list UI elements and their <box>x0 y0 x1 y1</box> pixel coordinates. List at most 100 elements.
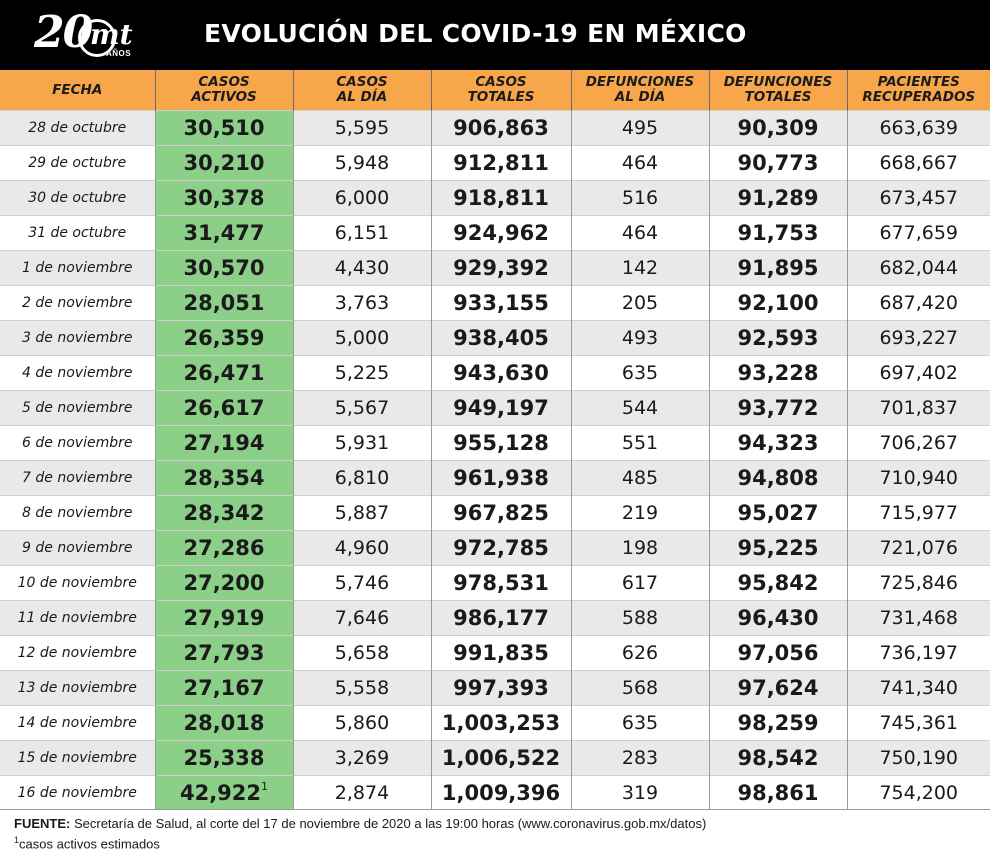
cell-fecha: 5 de noviembre <box>0 391 155 426</box>
cell-value: 5,746 <box>335 572 389 594</box>
cell-defunciones-al-dia: 205 <box>571 286 709 321</box>
cell-casos-activos: 27,919 <box>155 601 293 636</box>
cell-defunciones-totales: 97,624 <box>709 671 847 706</box>
cell-casos-al-dia: 5,558 <box>293 671 431 706</box>
cell-casos-totales: 943,630 <box>431 356 571 391</box>
column-header-line: AL DÍA <box>572 90 709 105</box>
cell-value: 30,570 <box>183 256 264 280</box>
cell-value: 30,378 <box>183 186 264 210</box>
cell-casos-al-dia: 6,000 <box>293 181 431 216</box>
cell-defunciones-al-dia: 568 <box>571 671 709 706</box>
logo-brand: mt <box>90 20 133 50</box>
cell-casos-al-dia: 3,763 <box>293 286 431 321</box>
cell-value: 31,477 <box>183 221 264 245</box>
cell-casos-totales: 955,128 <box>431 426 571 461</box>
cell-value: 4,960 <box>335 537 389 559</box>
cell-casos-totales: 961,938 <box>431 461 571 496</box>
cell-value: 635 <box>622 712 658 734</box>
cell-value: 90,773 <box>737 151 818 175</box>
cell-fecha: 14 de noviembre <box>0 706 155 741</box>
cell-defunciones-al-dia: 485 <box>571 461 709 496</box>
cell-casos-al-dia: 3,269 <box>293 741 431 776</box>
cell-pacientes-recuperados: 721,076 <box>847 531 990 566</box>
cell-value: 6 de noviembre <box>22 435 132 451</box>
cell-value: 31 de octubre <box>28 225 126 241</box>
cell-value: 92,100 <box>737 291 818 315</box>
cell-pacientes-recuperados: 673,457 <box>847 181 990 216</box>
cell-value: 1,006,522 <box>442 746 560 770</box>
cell-value: 682,044 <box>879 257 958 279</box>
cell-casos-activos: 30,570 <box>155 251 293 286</box>
cell-value: 464 <box>622 152 658 174</box>
cell-casos-al-dia: 4,430 <box>293 251 431 286</box>
cell-casos-totales: 1,006,522 <box>431 741 571 776</box>
cell-value: 28,051 <box>183 291 264 315</box>
column-header-line: RECUPERADOS <box>848 90 990 105</box>
cell-value: 5 de noviembre <box>22 400 132 416</box>
cell-casos-totales: 972,785 <box>431 531 571 566</box>
cell-value: 5,558 <box>335 677 389 699</box>
cell-value: 701,837 <box>879 397 958 419</box>
cell-value: 27,167 <box>183 676 264 700</box>
cell-value: 6,000 <box>335 187 389 209</box>
cell-fecha: 15 de noviembre <box>0 741 155 776</box>
cell-fecha: 16 de noviembre <box>0 776 155 811</box>
cell-casos-al-dia: 7,646 <box>293 601 431 636</box>
cell-casos-activos: 26,617 <box>155 391 293 426</box>
cell-value: 715,977 <box>879 502 958 524</box>
cell-value: 90,309 <box>737 116 818 140</box>
cell-value: 4,430 <box>335 257 389 279</box>
cell-value: 745,361 <box>879 712 958 734</box>
cell-value: 95,027 <box>737 501 818 525</box>
cell-value: 97,624 <box>737 676 818 700</box>
cell-defunciones-totales: 93,228 <box>709 356 847 391</box>
cell-casos-al-dia: 4,960 <box>293 531 431 566</box>
cell-casos-activos: 27,167 <box>155 671 293 706</box>
cell-value: 706,267 <box>879 432 958 454</box>
cell-fecha: 6 de noviembre <box>0 426 155 461</box>
cell-value: 96,430 <box>737 606 818 630</box>
cell-fecha: 10 de noviembre <box>0 566 155 601</box>
cell-value: 30 de octubre <box>28 190 126 206</box>
cell-value: 25,338 <box>183 746 264 770</box>
cell-value: 668,667 <box>879 152 958 174</box>
cell-value: 693,227 <box>879 327 958 349</box>
cell-value: 30,210 <box>183 151 264 175</box>
cell-casos-totales: 1,009,396 <box>431 776 571 811</box>
cell-fecha: 30 de octubre <box>0 181 155 216</box>
cell-fecha: 28 de octubre <box>0 111 155 146</box>
cell-casos-al-dia: 5,595 <box>293 111 431 146</box>
milenio-20-anos-logo: 20 mt AÑOS <box>34 6 144 64</box>
cell-casos-activos: 28,342 <box>155 496 293 531</box>
cell-defunciones-al-dia: 198 <box>571 531 709 566</box>
cell-value: 710,940 <box>879 467 958 489</box>
cell-casos-al-dia: 5,225 <box>293 356 431 391</box>
cell-value: 28 de octubre <box>28 120 126 136</box>
cell-value: 626 <box>622 642 658 664</box>
cell-value: 924,962 <box>453 221 549 245</box>
cell-value: 5,948 <box>335 152 389 174</box>
cell-defunciones-totales: 95,225 <box>709 531 847 566</box>
cell-value: 2,874 <box>335 782 389 804</box>
cell-casos-al-dia: 5,948 <box>293 146 431 181</box>
cell-value: 27,793 <box>183 641 264 665</box>
cell-value: 95,842 <box>737 571 818 595</box>
cell-defunciones-totales: 93,772 <box>709 391 847 426</box>
cell-value: 7,646 <box>335 607 389 629</box>
cell-casos-activos: 27,200 <box>155 566 293 601</box>
cell-value: 663,639 <box>879 117 958 139</box>
column-header-line: PACIENTES <box>848 75 990 90</box>
cell-pacientes-recuperados: 687,420 <box>847 286 990 321</box>
cell-value: 42,922 <box>180 781 261 805</box>
cell-defunciones-totales: 92,100 <box>709 286 847 321</box>
cell-defunciones-al-dia: 493 <box>571 321 709 356</box>
cell-value: 1,003,253 <box>442 711 560 735</box>
page-title: EVOLUCIÓN DEL COVID-19 EN MÉXICO <box>204 16 747 52</box>
cell-casos-activos: 28,354 <box>155 461 293 496</box>
